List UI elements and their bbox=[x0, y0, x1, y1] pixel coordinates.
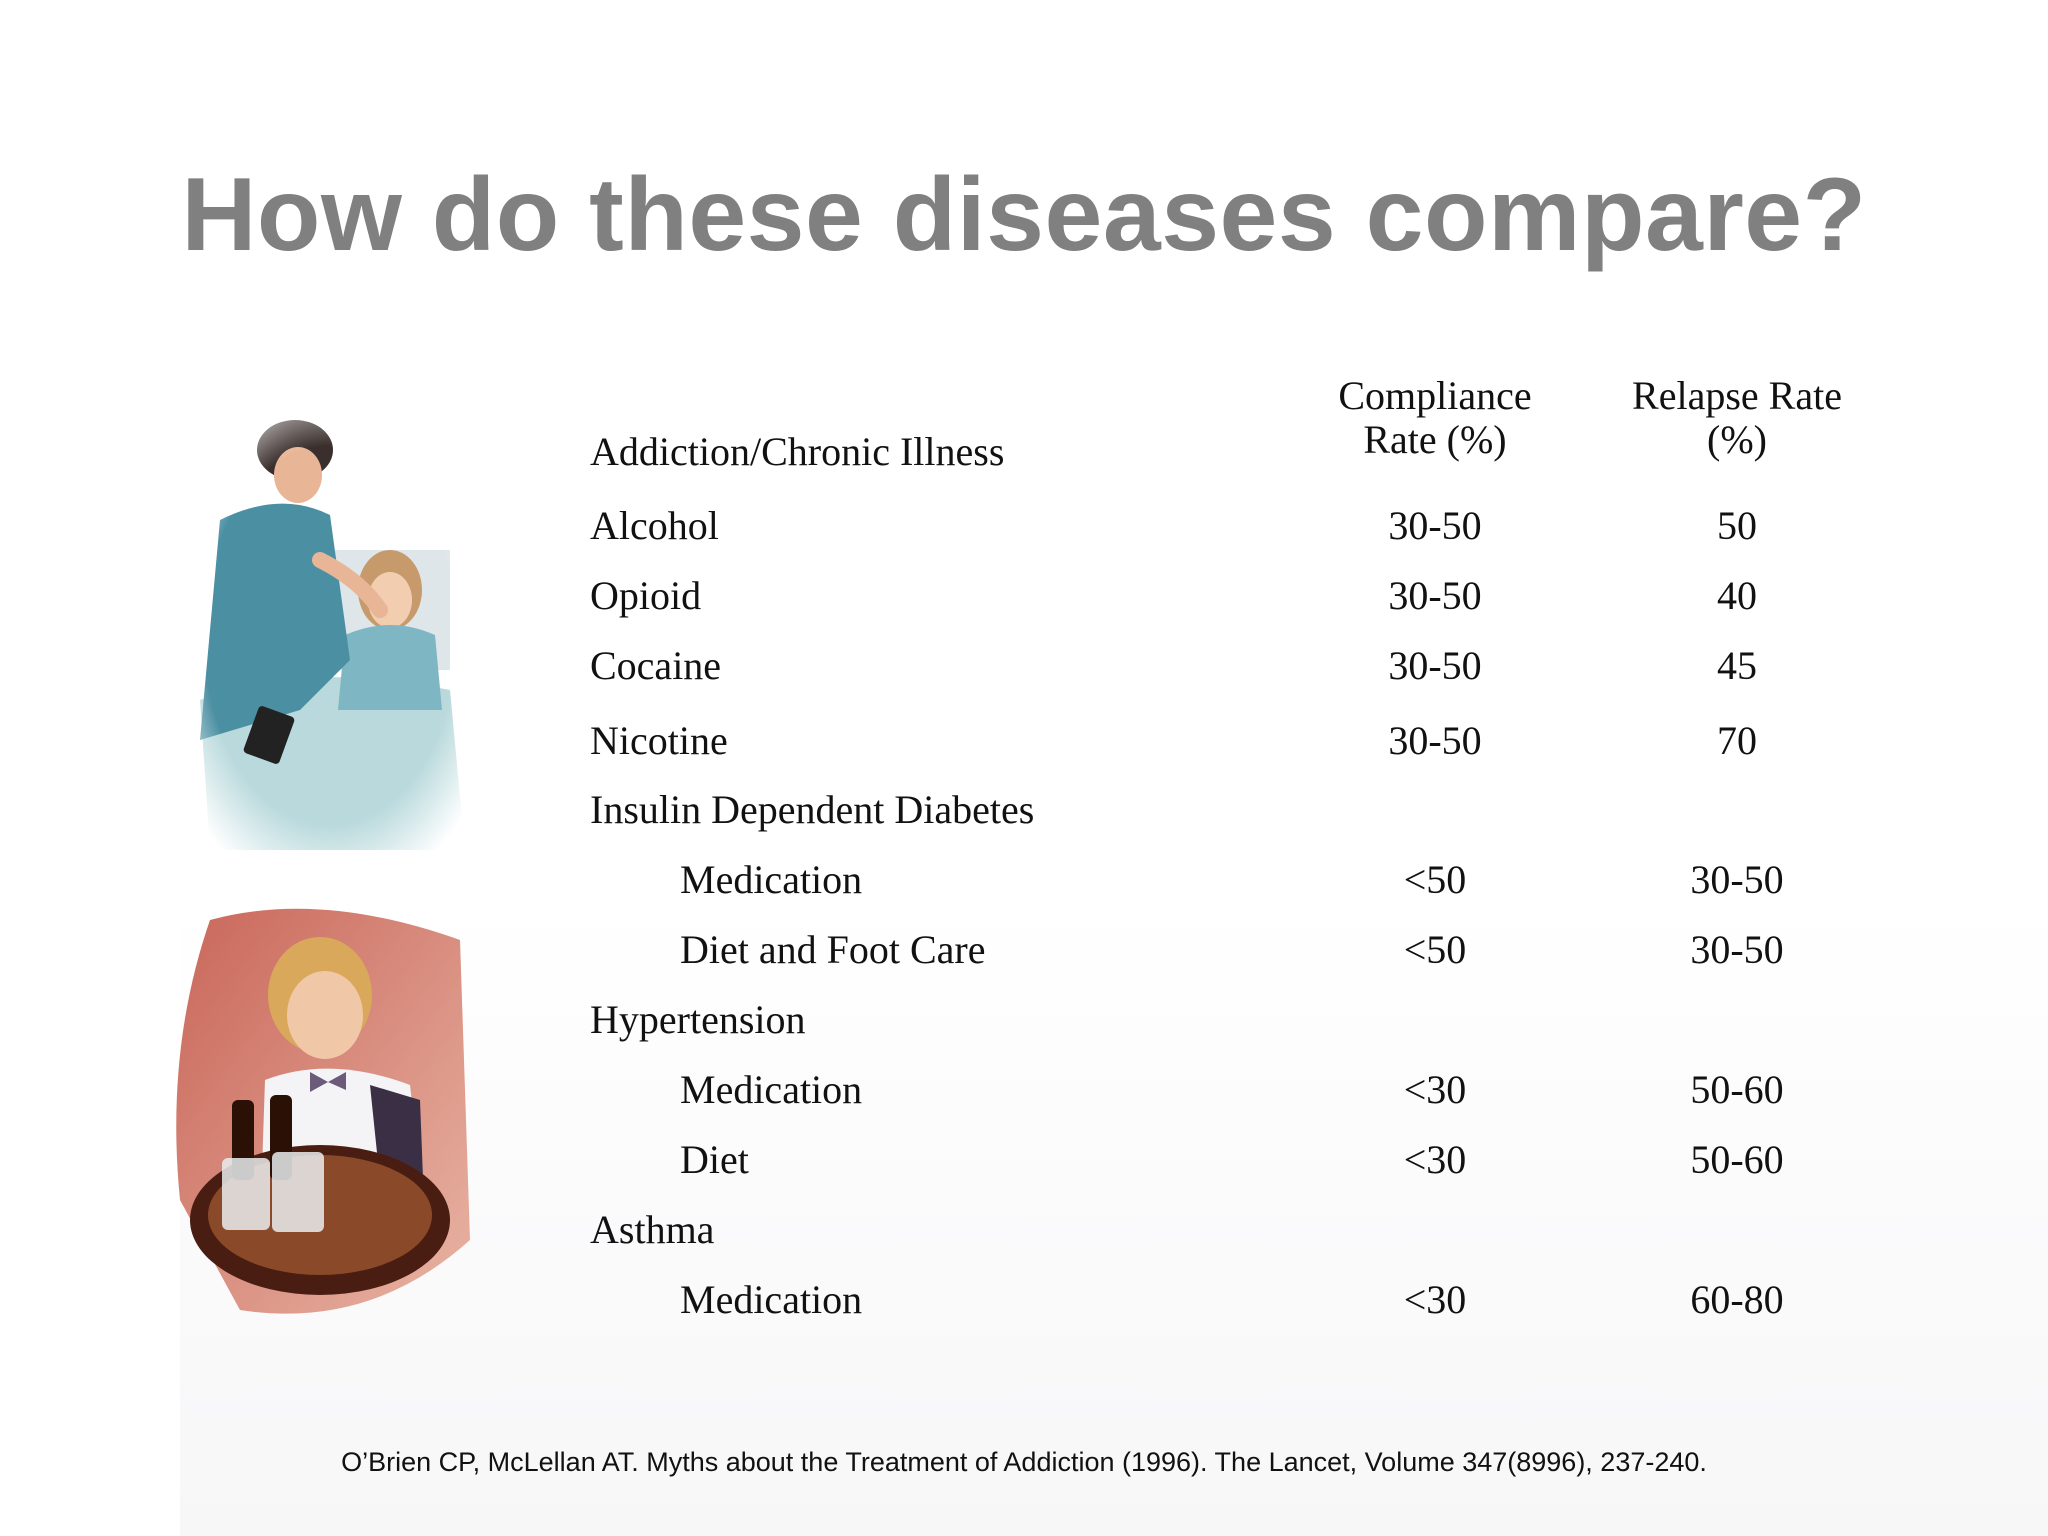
compliance-value: 30-50 bbox=[1388, 503, 1482, 548]
row-label: Hypertension bbox=[590, 997, 806, 1042]
compliance-value: 30-50 bbox=[1388, 643, 1482, 688]
table-row-hypertension-diet: Diet <30 50-60 bbox=[0, 1130, 2048, 1190]
photo-vignette bbox=[180, 410, 480, 860]
row-label: Cocaine bbox=[590, 643, 722, 688]
relapse-value: 60-80 bbox=[1690, 1277, 1784, 1322]
waitress-illustration bbox=[176, 908, 470, 1314]
table-row-diabetes-diet: Diet and Foot Care <50 30-50 bbox=[0, 920, 2048, 980]
row-label: Alcohol bbox=[590, 503, 719, 548]
compliance-value: <30 bbox=[1403, 1067, 1467, 1112]
table-row-alcohol: Alcohol 30-50 50 bbox=[0, 496, 2048, 556]
nurse-and-child-photo bbox=[180, 410, 480, 860]
row-header-illness: Addiction/Chronic Illness bbox=[590, 429, 1005, 474]
compliance-header-line2: Rate (%) bbox=[1363, 417, 1507, 462]
slide-title: How do these diseases compare? bbox=[181, 157, 1867, 273]
background-fade bbox=[180, 900, 2048, 1536]
compliance-value: 30-50 bbox=[1388, 573, 1482, 618]
compliance-rate-header: Compliance Rate (%) bbox=[1275, 374, 1595, 462]
table-row-asthma-medication: Medication <30 60-80 bbox=[0, 1270, 2048, 1330]
relapse-header-line2: (%) bbox=[1707, 417, 1767, 462]
row-label: Medication bbox=[680, 1277, 863, 1322]
relapse-value: 50-60 bbox=[1690, 1067, 1784, 1112]
row-label: Opioid bbox=[590, 573, 702, 618]
citation: O’Brien CP, McLellan AT. Myths about the… bbox=[341, 1447, 1707, 1477]
row-label: Asthma bbox=[590, 1207, 715, 1252]
table-row-hypertension: Hypertension bbox=[0, 990, 2048, 1050]
row-label: Diet bbox=[680, 1137, 749, 1182]
row-label: Nicotine bbox=[590, 718, 728, 763]
compliance-value: 30-50 bbox=[1388, 718, 1482, 763]
relapse-value: 30-50 bbox=[1690, 857, 1784, 902]
relapse-value: 30-50 bbox=[1690, 927, 1784, 972]
relapse-value: 40 bbox=[1717, 573, 1757, 618]
table-row-cocaine: Cocaine 30-50 45 bbox=[0, 636, 2048, 696]
beer-mug bbox=[222, 1158, 270, 1230]
relapse-rate-header: Relapse Rate (%) bbox=[1577, 374, 1897, 462]
compliance-header-line1: Compliance bbox=[1338, 373, 1532, 418]
beer-mug bbox=[272, 1152, 324, 1232]
compliance-value: <50 bbox=[1403, 857, 1467, 902]
compliance-value: <30 bbox=[1403, 1277, 1467, 1322]
compliance-value: <50 bbox=[1403, 927, 1467, 972]
table-row-opioid: Opioid 30-50 40 bbox=[0, 566, 2048, 626]
waitress-with-beer-tray-photo bbox=[170, 900, 480, 1350]
relapse-header-line1: Relapse Rate bbox=[1632, 373, 1842, 418]
table-row-hypertension-medication: Medication <30 50-60 bbox=[0, 1060, 2048, 1120]
bow-tie bbox=[310, 1072, 346, 1092]
table-row-diabetes: Insulin Dependent Diabetes bbox=[0, 780, 2048, 840]
relapse-value: 45 bbox=[1717, 643, 1757, 688]
table-row-asthma: Asthma bbox=[0, 1200, 2048, 1260]
compliance-value: <30 bbox=[1403, 1137, 1467, 1182]
table-row-nicotine: Nicotine 30-50 70 bbox=[0, 711, 2048, 771]
row-label: Medication bbox=[680, 857, 863, 902]
table-row-diabetes-medication: Medication <50 30-50 bbox=[0, 850, 2048, 910]
row-label: Insulin Dependent Diabetes bbox=[590, 787, 1035, 832]
relapse-value: 70 bbox=[1717, 718, 1757, 763]
nurse-and-child-illustration bbox=[180, 410, 480, 860]
row-label: Diet and Foot Care bbox=[680, 927, 986, 972]
relapse-value: 50 bbox=[1717, 503, 1757, 548]
relapse-value: 50-60 bbox=[1690, 1137, 1784, 1182]
row-label: Medication bbox=[680, 1067, 863, 1112]
waitress-face bbox=[287, 971, 363, 1059]
